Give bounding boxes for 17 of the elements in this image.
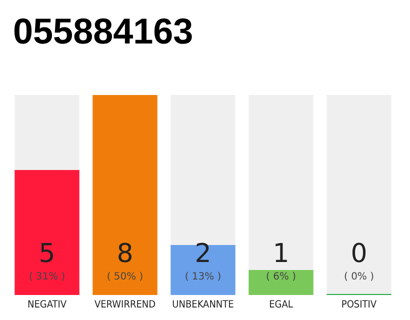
x-tick-label: POSITIV — [341, 300, 378, 310]
bar — [92, 95, 158, 295]
bar — [14, 95, 80, 170]
data-label: 1 ( 6% ) — [266, 239, 296, 282]
bar — [248, 270, 314, 295]
x-tick-label: UNBEKANNTE — [172, 300, 234, 310]
data-label: 2 ( 13% ) — [184, 239, 222, 282]
x-tick-label: NEGATIV — [27, 300, 68, 310]
bar — [326, 95, 392, 295]
bar — [248, 95, 314, 270]
chart-title: 055884163 — [13, 10, 194, 52]
data-label: 5 ( 31% ) — [28, 239, 66, 282]
bar — [14, 170, 80, 295]
x-tick-label: EGAL — [269, 300, 293, 310]
data-label: 0 ( 0% ) — [344, 239, 374, 282]
data-label: 8 ( 50% ) — [106, 239, 144, 282]
x-tick-label: VERWIRREND — [94, 300, 156, 310]
